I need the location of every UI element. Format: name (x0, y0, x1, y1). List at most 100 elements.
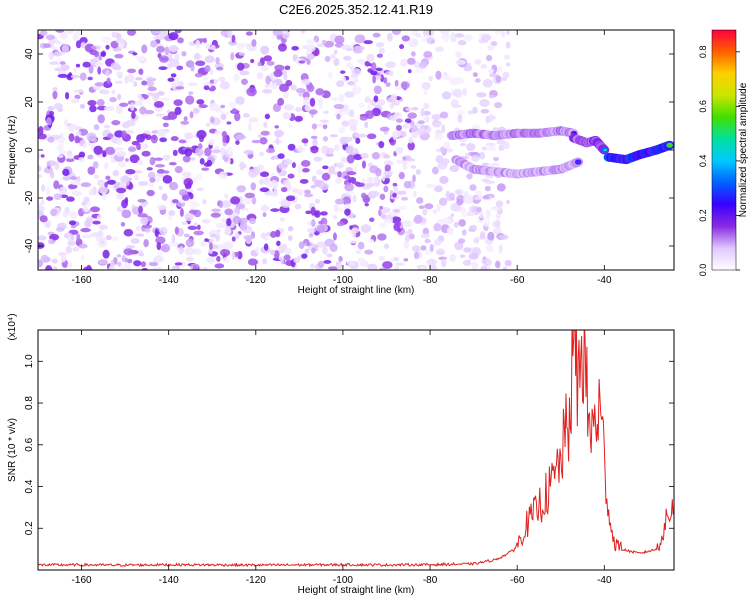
noise-speckle (86, 132, 97, 142)
noise-speckle (41, 184, 46, 192)
noise-speckle (344, 208, 351, 216)
noise-speckle (450, 99, 459, 108)
noise-speckle (357, 133, 368, 138)
noise-speckle (232, 216, 241, 225)
noise-speckle (114, 80, 123, 85)
noise-speckle (417, 126, 426, 136)
svg-text:0.0: 0.0 (698, 264, 708, 277)
noise-speckle (87, 76, 93, 81)
noise-speckle (408, 38, 419, 48)
noise-speckle (481, 34, 492, 41)
noise-speckle (436, 248, 446, 256)
noise-speckle (466, 143, 476, 151)
noise-speckle (461, 229, 467, 236)
noise-speckle (504, 54, 510, 60)
noise-speckle (381, 173, 386, 182)
noise-speckle (40, 199, 45, 206)
noise-speckle (259, 151, 264, 157)
noise-speckle (105, 69, 110, 77)
noise-speckle (168, 210, 176, 216)
noise-speckle (265, 148, 276, 154)
noise-speckle (185, 238, 195, 248)
noise-speckle (224, 208, 234, 216)
noise-speckle (411, 107, 419, 111)
noise-speckle (394, 265, 400, 270)
noise-speckle (220, 104, 226, 109)
noise-speckle (371, 62, 377, 72)
noise-speckle (298, 60, 306, 64)
noise-speckle (167, 77, 175, 82)
noise-speckle (137, 159, 143, 166)
noise-speckle (180, 261, 186, 268)
noise-speckle (269, 180, 279, 190)
noise-speckle (283, 158, 293, 166)
noise-speckle (479, 151, 486, 160)
noise-speckle (154, 164, 166, 168)
noise-speckle (89, 105, 97, 113)
noise-speckle (305, 51, 310, 56)
noise-speckle (277, 43, 287, 52)
noise-speckle (138, 181, 149, 187)
noise-speckle (406, 158, 416, 162)
noise-speckle (312, 138, 318, 148)
noise-speckle (400, 196, 409, 201)
noise-speckle (424, 238, 431, 244)
noise-speckle (378, 141, 385, 149)
noise-speckle (311, 247, 316, 254)
noise-speckle (287, 173, 295, 179)
noise-speckle (322, 135, 329, 142)
noise-speckle (140, 142, 146, 150)
noise-speckle (78, 157, 85, 163)
noise-speckle (435, 46, 444, 52)
noise-speckle (347, 118, 359, 128)
noise-speckle (187, 225, 198, 230)
noise-speckle (178, 189, 188, 197)
noise-speckle (354, 132, 359, 138)
noise-speckle (370, 190, 380, 197)
noise-speckle (480, 230, 486, 239)
noise-speckle (163, 170, 170, 174)
noise-speckle (221, 130, 228, 138)
noise-speckle (168, 162, 177, 166)
noise-speckle (412, 245, 421, 253)
noise-speckle (126, 264, 132, 270)
noise-speckle (360, 224, 372, 233)
colorbar-tick: 0.6 (698, 100, 740, 113)
noise-speckle (502, 266, 508, 270)
noise-speckle (299, 178, 309, 184)
noise-speckle (140, 261, 146, 268)
noise-speckle (53, 180, 60, 190)
noise-speckle (209, 79, 214, 84)
noise-speckle (75, 63, 81, 68)
noise-speckle (184, 212, 194, 222)
noise-speckle (392, 30, 401, 36)
noise-speckle (243, 149, 254, 155)
noise-speckle (38, 242, 45, 249)
noise-speckle (392, 130, 402, 138)
noise-speckle (259, 171, 270, 178)
noise-speckle (159, 137, 168, 143)
noise-speckle (344, 183, 355, 192)
snr-y-label: SNR (10 * v/v) (7, 418, 18, 482)
noise-speckle (248, 217, 256, 225)
svg-text:-20: -20 (24, 190, 35, 205)
noise-speckle (341, 120, 349, 127)
noise-speckle (146, 189, 155, 197)
noise-speckle (156, 252, 164, 257)
noise-speckle (465, 211, 476, 217)
noise-speckle (333, 144, 340, 152)
noise-speckle (117, 93, 122, 100)
svg-text:-160: -160 (72, 575, 92, 586)
noise-speckle (311, 175, 317, 183)
noise-speckle (125, 158, 129, 162)
noise-speckle (277, 153, 285, 160)
noise-speckle (158, 30, 169, 38)
noise-speckle (453, 88, 463, 98)
noise-speckle (378, 267, 386, 270)
noise-speckle (139, 216, 149, 226)
noise-speckle (216, 222, 226, 229)
noise-speckle (395, 124, 402, 131)
snr-y-multiplier: (x10⁴) (7, 313, 18, 340)
noise-speckle (367, 263, 378, 270)
noise-speckle (222, 241, 234, 250)
